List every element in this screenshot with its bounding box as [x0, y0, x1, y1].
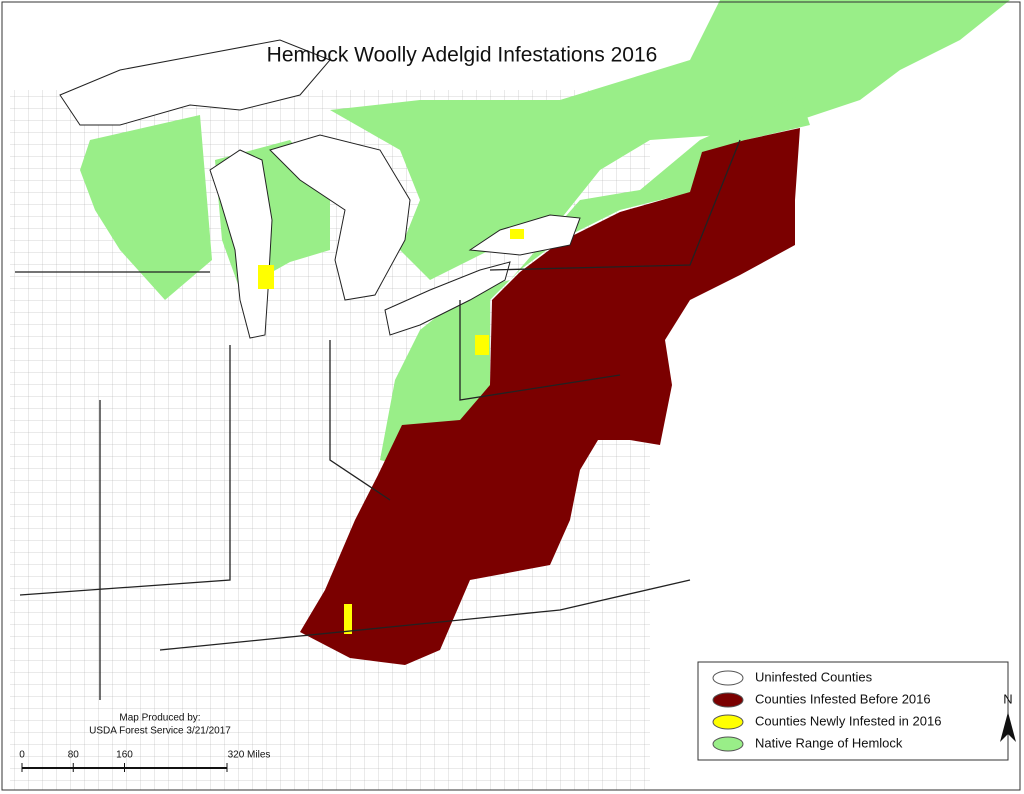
state-border — [329, 340, 391, 501]
scale-label: 320 Miles — [228, 750, 271, 761]
lake-huron — [269, 134, 411, 301]
new-infestation — [344, 604, 352, 634]
lake-michigan — [209, 149, 273, 339]
lake-erie — [384, 261, 511, 336]
legend-swatch — [712, 714, 744, 730]
scale-label: 0 — [19, 750, 25, 761]
state-border — [159, 579, 691, 651]
new-infestation — [510, 229, 524, 239]
north-label: N — [1003, 691, 1012, 706]
scale-label: 160 — [116, 750, 133, 761]
state-border — [459, 300, 621, 401]
infested-region — [300, 128, 800, 665]
legend-label: Counties Infested Before 2016 — [755, 691, 931, 706]
canada-hemlock — [330, 0, 1010, 280]
north-arrow — [1000, 712, 1016, 742]
appalachian-hemlock — [380, 95, 810, 470]
legend-label: Native Range of Hemlock — [755, 735, 903, 750]
lake-superior — [59, 39, 331, 126]
legend-label: Uninfested Counties — [755, 669, 873, 684]
wisconsin-hemlock — [80, 115, 212, 300]
lake-ontario — [468, 214, 581, 256]
new-infestation — [475, 335, 489, 355]
legend-swatch — [712, 670, 744, 686]
map-title: Hemlock Woolly Adelgid Infestations 2016 — [267, 44, 658, 67]
legend-swatch — [712, 736, 744, 752]
legend-label: Counties Newly Infested in 2016 — [755, 713, 941, 728]
state-border — [489, 139, 741, 271]
new-infestation — [258, 265, 274, 289]
scale-bar: 0 80 160 320 Miles — [19, 750, 270, 772]
credit: Map Produced by: — [119, 713, 200, 724]
legend — [697, 661, 1009, 761]
legend-items: Uninfested Counties Counties Infested Bef… — [712, 669, 941, 752]
state-border — [19, 345, 231, 596]
legend-swatch — [712, 692, 744, 708]
scale-label: 80 — [68, 750, 80, 761]
credit: USDA Forest Service 3/21/2017 — [89, 726, 231, 737]
